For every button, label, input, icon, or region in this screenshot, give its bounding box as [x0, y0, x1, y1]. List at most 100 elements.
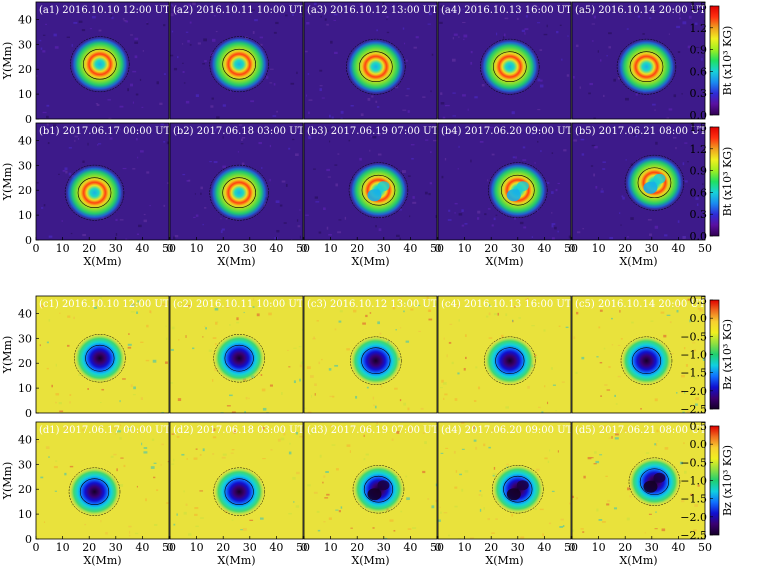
panel-frame [169, 295, 304, 414]
panel-label: (a4) 2016.10.13 16:00 UT [441, 5, 572, 16]
x-tick-label: 40 [403, 242, 417, 255]
y-tick-label: 10 [18, 508, 32, 521]
panel-label: (d1) 2017.06.17 00:00 UT [39, 425, 171, 436]
colorbar-bt: 1.5 1.2 0.9 0.6 0.3 0.0 Bt (x10³ KG) [690, 0, 735, 122]
colorbar-tick-label: −1.5 [680, 367, 707, 380]
colorbar-tick-label: 1.2 [690, 143, 708, 156]
panel-c4: (c4) 2016.10.13 16:00 UT [437, 295, 572, 414]
umbra-core [653, 173, 666, 184]
colorbar-tick-label: 0.5 [690, 420, 708, 433]
panel-label: (b4) 2017.06.20 09:00 UT [441, 126, 573, 137]
x-tick-label: 0 [435, 242, 442, 255]
panel-b5: (b5) 2017.06.21 08:00 UT [571, 122, 707, 241]
penumbra-contour [620, 336, 673, 385]
sunspot [628, 457, 681, 507]
panel-frame [437, 295, 572, 414]
colorbar-tick-label: 1.5 [690, 121, 708, 134]
x-tick-label: 10 [592, 242, 606, 255]
x-tick-label: 50 [564, 242, 578, 255]
y-tick-label: 0 [25, 234, 32, 247]
x-tick-label: 30 [109, 242, 123, 255]
x-tick-label: 40 [269, 541, 283, 554]
colorbar-tick-label: −0.5 [680, 456, 707, 469]
colorbar-tick-label: 0.9 [690, 165, 708, 178]
sunspot [209, 164, 270, 222]
penumbra-contour [628, 457, 681, 506]
x-tick-label: 10 [324, 242, 338, 255]
panel-c1: (c1) 2016.10.10 12:00 UT [35, 295, 170, 414]
x-tick-label: 40 [537, 541, 551, 554]
panel-b4: (b4) 2017.06.20 09:00 UT [437, 122, 573, 241]
x-tick-label: 30 [377, 541, 391, 554]
penumbra-contour [492, 465, 544, 514]
umbra-contour [359, 51, 393, 83]
x-tick-label: 30 [645, 242, 659, 255]
y-tick-label: 0 [25, 113, 32, 126]
umbra-contour [631, 347, 662, 375]
x-axis-label: X(Mm) [217, 554, 255, 567]
panel-frame [303, 295, 438, 414]
colorbar-tick-label: 0.0 [690, 438, 708, 451]
sunspot [345, 38, 406, 96]
umbra-contour [361, 347, 391, 375]
panel-label: (d4) 2017.06.20 09:00 UT [441, 425, 573, 436]
colorbar-tick-label: 0.3 [690, 208, 708, 221]
colorbar-tick-label: 0.0 [690, 230, 708, 243]
umbra-contour [637, 167, 672, 199]
y-tick-label: 20 [18, 357, 32, 370]
colorbar-bz: 0.5 0.0 −0.5 −1.0 −1.5 −2.0 −2.5 Bz (x10³ KG) [680, 420, 734, 542]
x-axis-label: X(Mm) [83, 554, 121, 567]
colorbar-tick-label: −2.5 [680, 529, 707, 542]
sunspot [624, 154, 685, 212]
panel-d4: (d4) 2017.06.20 09:00 UT [437, 421, 573, 540]
panel-frame [303, 1, 438, 120]
panel-label: (d2) 2017.06.18 03:00 UT [173, 425, 305, 436]
sunspot [352, 464, 405, 514]
x-tick-label: 10 [324, 541, 338, 554]
panel-frame [35, 421, 170, 540]
colorbar-label: Bt (x10³ KG) [721, 147, 734, 217]
panel-frame [169, 122, 304, 241]
x-axis-label: X(Mm) [217, 255, 255, 268]
x-tick-label: 10 [190, 242, 204, 255]
sunspot [616, 38, 677, 96]
x-tick-label: 20 [216, 242, 230, 255]
x-tick-label: 50 [296, 242, 310, 255]
x-tick-label: 0 [435, 541, 442, 554]
colorbar-bz: 0.5 0.0 −0.5 −1.0 −1.5 −2.0 −2.5 Bz (x10³ KG) [680, 294, 734, 416]
panel-a5: (a5) 2016.10.14 20:00 UT [571, 1, 706, 120]
x-tick-label: 40 [135, 541, 149, 554]
panel-frame [437, 122, 572, 241]
y-tick-label: 30 [18, 458, 32, 471]
panel-frame [169, 1, 304, 120]
panel-label: (a5) 2016.10.14 20:00 UT [575, 5, 706, 16]
y-tick-label: 40 [18, 307, 32, 320]
panel-label: (c1) 2016.10.10 12:00 UT [39, 299, 170, 310]
sunspot [348, 161, 409, 219]
sunspot [487, 161, 548, 219]
x-tick-label: 10 [56, 242, 70, 255]
panel-d5: (d5) 2017.06.21 08:00 UT [571, 421, 707, 540]
umbra-contour [503, 475, 533, 503]
sunspot [209, 35, 270, 93]
panel-label: (d3) 2017.06.19 07:00 UT [307, 425, 439, 436]
y-axis-label: Y(Mm) [1, 336, 14, 375]
x-tick-label: 0 [167, 541, 174, 554]
x-tick-label: 30 [109, 541, 123, 554]
sunspot [213, 467, 266, 517]
panel-label: (c2) 2016.10.11 10:00 UT [173, 299, 304, 310]
colorbar-tick-label: −2.0 [680, 385, 707, 398]
x-tick-label: 50 [296, 541, 310, 554]
panel-frame [571, 122, 706, 241]
x-axis-label: X(Mm) [619, 255, 657, 268]
umbra-core [516, 480, 529, 491]
penumbra-contour [209, 164, 269, 221]
x-tick-label: 20 [216, 541, 230, 554]
panel-d3: (d3) 2017.06.19 07:00 UT [303, 421, 439, 540]
panel-frame [571, 421, 706, 540]
x-axis-label: X(Mm) [485, 554, 523, 567]
x-tick-label: 20 [82, 242, 96, 255]
umbra-contour [224, 478, 254, 506]
umbra-core [643, 181, 658, 194]
